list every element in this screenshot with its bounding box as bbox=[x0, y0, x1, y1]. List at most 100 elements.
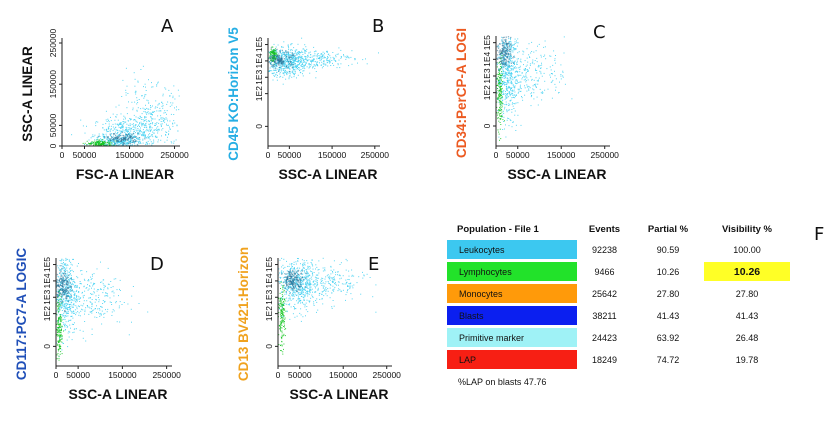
point-leukocytes bbox=[305, 273, 307, 275]
point-leukocytes bbox=[173, 120, 175, 122]
point-leukocytes bbox=[77, 295, 79, 297]
point-leukocytes bbox=[538, 64, 540, 66]
point-lymphocytes bbox=[57, 306, 59, 308]
point-leukocytes bbox=[71, 279, 72, 281]
point-leukocytes bbox=[294, 57, 296, 59]
point-leukocytes bbox=[308, 300, 310, 302]
point-lymphocytes bbox=[275, 49, 276, 51]
point-leukocytes bbox=[304, 304, 306, 306]
point-leukocytes bbox=[509, 70, 510, 72]
point-leukocytes bbox=[331, 307, 333, 309]
point-leukocytes bbox=[167, 120, 168, 122]
point-leukocytes bbox=[143, 97, 145, 99]
point-leukocytes bbox=[96, 137, 98, 139]
point-leukocytes bbox=[502, 93, 504, 95]
point-leukocytes bbox=[293, 268, 295, 270]
point-leukocytes bbox=[510, 82, 512, 84]
point-leukocytes bbox=[502, 61, 504, 63]
point-leukocytes bbox=[275, 69, 277, 71]
point-leukocytes bbox=[66, 339, 68, 341]
point-leukocytes bbox=[85, 340, 87, 342]
point-lymphocytes bbox=[57, 311, 59, 313]
point-leukocytes bbox=[290, 306, 292, 308]
point-leukocytes bbox=[302, 316, 304, 318]
point-dense-core bbox=[110, 138, 112, 140]
point-leukocytes bbox=[314, 61, 316, 63]
point-dense-core bbox=[513, 56, 515, 58]
point-leukocytes bbox=[321, 277, 323, 279]
point-leukocytes bbox=[510, 65, 512, 67]
point-leukocytes bbox=[351, 298, 353, 300]
point-leukocytes bbox=[310, 262, 312, 263]
point-leukocytes bbox=[66, 278, 68, 280]
point-leukocytes bbox=[297, 267, 299, 269]
point-leukocytes bbox=[162, 107, 164, 109]
point-leukocytes bbox=[294, 50, 296, 52]
point-leukocytes bbox=[345, 258, 347, 260]
point-dense-core bbox=[505, 42, 507, 44]
point-leukocytes bbox=[125, 144, 127, 146]
point-leukocytes bbox=[83, 286, 85, 288]
point-leukocytes bbox=[315, 287, 316, 289]
point-leukocytes bbox=[343, 283, 345, 285]
point-dense-core bbox=[280, 56, 282, 58]
point-leukocytes bbox=[71, 299, 73, 301]
point-leukocytes bbox=[549, 55, 551, 57]
point-leukocytes bbox=[130, 139, 132, 141]
point-dense-core bbox=[500, 57, 502, 59]
point-leukocytes bbox=[538, 43, 540, 45]
point-leukocytes bbox=[98, 297, 99, 298]
point-leukocytes bbox=[71, 269, 73, 271]
point-leukocytes bbox=[330, 65, 332, 66]
point-lymphocytes bbox=[498, 73, 500, 75]
point-dense-core bbox=[503, 66, 505, 68]
point-leukocytes bbox=[65, 282, 67, 283]
point-leukocytes bbox=[564, 83, 566, 85]
point-leukocytes bbox=[346, 260, 348, 262]
point-leukocytes bbox=[529, 87, 531, 89]
point-leukocytes bbox=[92, 293, 94, 295]
point-dense-core bbox=[122, 139, 124, 142]
point-leukocytes bbox=[512, 94, 514, 96]
point-lymphocytes bbox=[501, 111, 503, 113]
point-leukocytes bbox=[509, 87, 511, 89]
point-dense-core bbox=[273, 54, 275, 57]
point-leukocytes bbox=[507, 81, 508, 83]
point-leukocytes bbox=[540, 92, 542, 94]
point-leukocytes bbox=[67, 303, 69, 305]
point-leukocytes bbox=[508, 91, 510, 92]
point-lymphocytes bbox=[496, 73, 498, 75]
point-leukocytes bbox=[115, 302, 117, 304]
point-leukocytes bbox=[75, 305, 77, 307]
point-leukocytes bbox=[518, 58, 519, 60]
point-leukocytes bbox=[305, 269, 307, 271]
point-leukocytes bbox=[285, 57, 287, 59]
point-leukocytes bbox=[119, 301, 121, 303]
point-leukocytes bbox=[533, 98, 535, 100]
point-leukocytes bbox=[125, 129, 126, 131]
point-leukocytes bbox=[112, 309, 114, 311]
point-dense-core bbox=[278, 50, 281, 52]
point-leukocytes bbox=[80, 310, 82, 312]
point-leukocytes bbox=[278, 69, 280, 71]
point-leukocytes bbox=[311, 259, 313, 261]
point-leukocytes bbox=[288, 67, 290, 69]
point-dense-core bbox=[278, 61, 280, 63]
point-leukocytes bbox=[95, 308, 96, 309]
point-leukocytes bbox=[153, 141, 155, 143]
point-leukocytes bbox=[143, 131, 145, 133]
point-leukocytes bbox=[84, 313, 85, 315]
point-dense-core bbox=[294, 54, 296, 57]
point-leukocytes bbox=[502, 103, 504, 105]
point-dense-core bbox=[508, 45, 511, 48]
point-leukocytes bbox=[515, 79, 517, 81]
point-leukocytes bbox=[165, 88, 167, 90]
point-leukocytes bbox=[514, 94, 516, 96]
point-leukocytes bbox=[286, 281, 288, 283]
point-leukocytes bbox=[64, 329, 66, 331]
y-tick-label: 1E4 bbox=[254, 53, 264, 68]
point-leukocytes bbox=[60, 307, 62, 309]
point-dense-core bbox=[62, 286, 64, 288]
point-leukocytes bbox=[106, 135, 107, 137]
point-leukocytes bbox=[504, 84, 505, 86]
